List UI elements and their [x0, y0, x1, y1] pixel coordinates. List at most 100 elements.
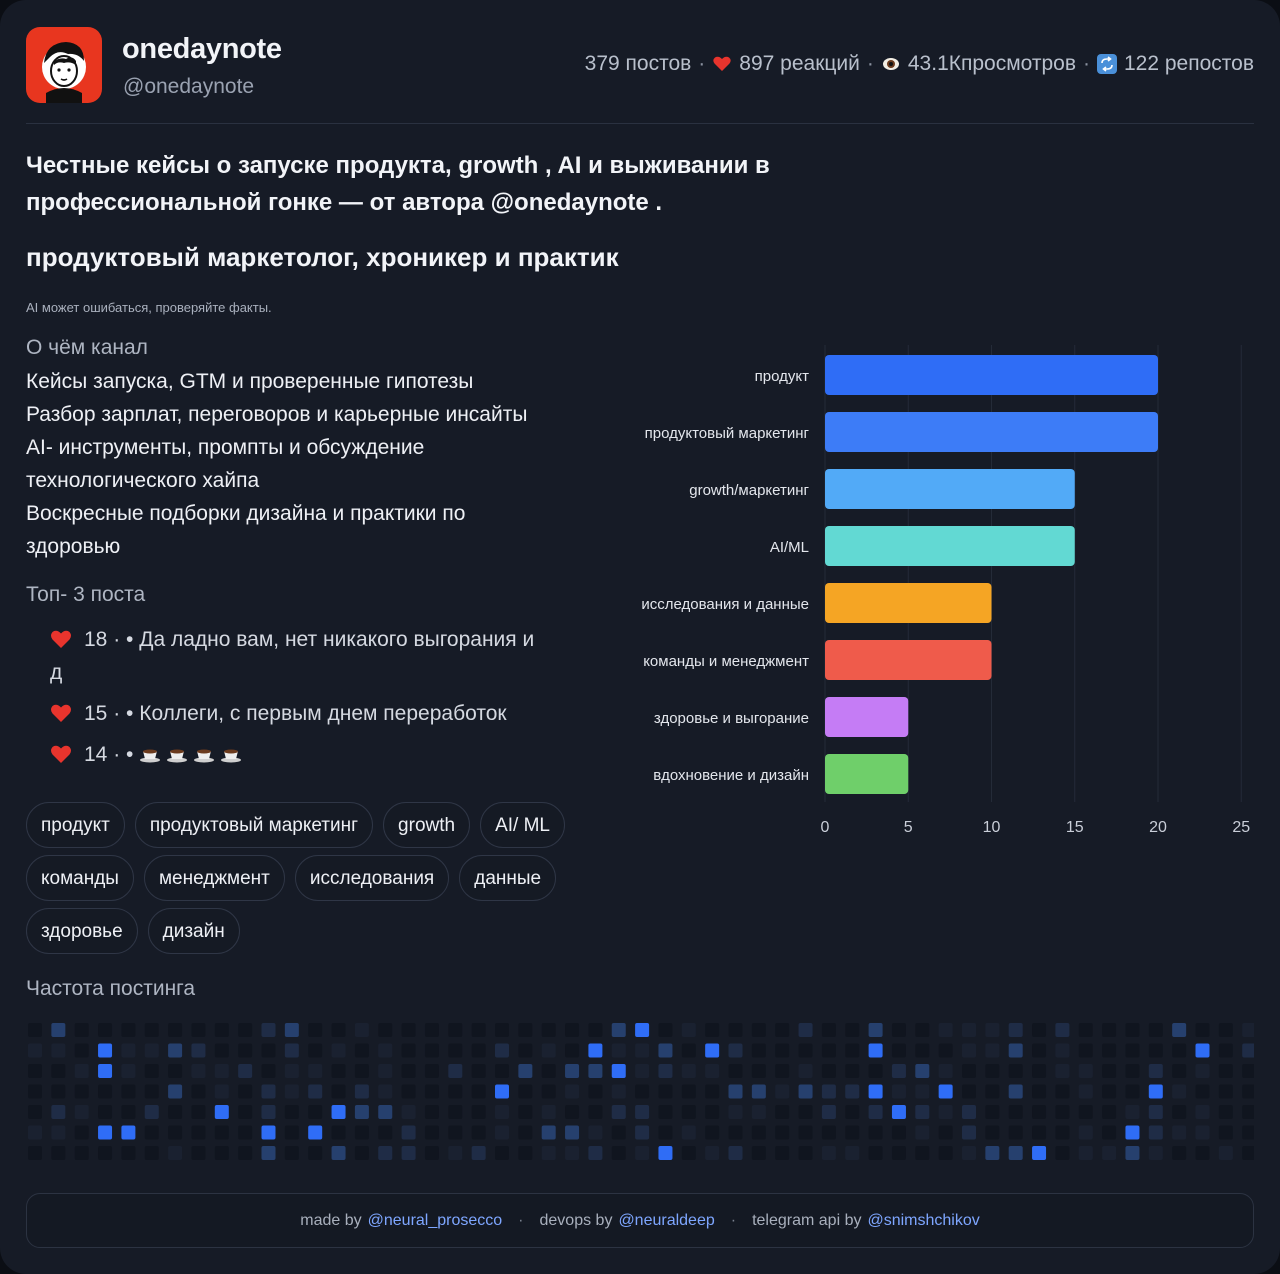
channel-handle[interactable]: @onedaynote [123, 75, 255, 98]
heatmap-cell [565, 1105, 580, 1119]
heatmap-cell [424, 1084, 439, 1099]
heatmap-cell [985, 1125, 1000, 1140]
heatmap-cell [448, 1125, 463, 1140]
tag-chip[interactable]: здоровье [26, 908, 138, 954]
channel-name[interactable]: onedaynote [122, 33, 282, 65]
heatmap-cell [775, 1146, 790, 1160]
chart-category-label: здоровье и выгорание [654, 710, 809, 727]
heatmap-cell [284, 1064, 299, 1078]
heatmap-cell [891, 1125, 906, 1140]
tag-chip[interactable]: данные [459, 855, 557, 901]
heatmap-cell [821, 1084, 836, 1099]
heatmap-cell [1125, 1146, 1140, 1160]
heatmap-cell [261, 1064, 276, 1078]
heatmap-cell [868, 1125, 883, 1140]
heatmap-cell [424, 1105, 439, 1119]
tag-chip[interactable]: исследования [294, 855, 450, 901]
heatmap-cell [1218, 1084, 1233, 1099]
heatmap-cell [635, 1105, 650, 1119]
heatmap-cell [891, 1043, 906, 1058]
about-item: AI- инструменты, промпты и обсуждение [26, 436, 425, 459]
heatmap-cell [985, 1023, 1000, 1037]
chart-category-label: growth/маркетинг [689, 482, 809, 499]
tag-chip[interactable]: команды [26, 855, 134, 901]
heatmap-cell [354, 1125, 369, 1140]
heatmap-cell [28, 1105, 42, 1119]
heatmap-cell [1102, 1064, 1117, 1078]
tag-chip[interactable]: продукт [26, 802, 125, 848]
heatmap-cell [308, 1084, 323, 1099]
heatmap-cell [658, 1105, 673, 1119]
heatmap-cell [331, 1064, 346, 1078]
tag-chip[interactable]: AI/ ML [480, 802, 565, 848]
heatmap-cell [354, 1105, 369, 1119]
heatmap-cell [214, 1084, 229, 1099]
heatmap-cell [541, 1125, 556, 1140]
heatmap-cell [1242, 1043, 1254, 1058]
api-by-label: telegram api by [752, 1211, 862, 1229]
heatmap-cell [214, 1146, 229, 1160]
separator: · [730, 1211, 737, 1229]
heatmap-cell [331, 1023, 346, 1037]
heatmap-cell [168, 1105, 183, 1119]
posts-count: 379 постов [584, 52, 692, 75]
heatmap-cell [1055, 1043, 1070, 1058]
heatmap-cell [191, 1105, 206, 1119]
heatmap-cell [74, 1125, 89, 1140]
heatmap-cell [98, 1043, 113, 1058]
heatmap-cell [588, 1043, 603, 1058]
separator: · [518, 1211, 524, 1229]
top-post[interactable]: 15 · • Коллеги, с первым днем переработо… [50, 697, 610, 730]
heatmap-cell [1008, 1084, 1023, 1099]
devops-link[interactable]: @neuraldeep [618, 1211, 715, 1229]
heatmap-cell [775, 1125, 790, 1140]
heatmap-cell [518, 1064, 533, 1078]
heatmap-cell [1032, 1125, 1047, 1140]
heatmap-cell [1125, 1084, 1140, 1099]
heatmap-cell [1102, 1043, 1117, 1058]
heatmap-cell [915, 1064, 930, 1078]
heatmap-cell [985, 1043, 1000, 1058]
heatmap-cell [565, 1043, 580, 1058]
heatmap-cell [845, 1064, 860, 1078]
heatmap-cell [1008, 1105, 1023, 1119]
heatmap-cell [448, 1146, 463, 1160]
heatmap-cell [518, 1084, 533, 1099]
heatmap-cell [1032, 1084, 1047, 1099]
heatmap-cell [985, 1084, 1000, 1099]
heatmap-cell [354, 1084, 369, 1099]
tag-chip[interactable]: growth [383, 802, 471, 848]
top-post[interactable]: 14 · • [50, 738, 610, 771]
tag-chip[interactable]: менеджмент [143, 855, 285, 901]
heatmap-cell [518, 1105, 533, 1119]
heatmap-cell [658, 1125, 673, 1140]
heatmap-cell [424, 1125, 439, 1140]
heatmap-cell [98, 1023, 113, 1037]
heatmap-cell [518, 1146, 533, 1160]
views-count: 43.1Кпросмотров [907, 52, 1076, 75]
channel-avatar[interactable] [26, 27, 102, 103]
top-posts-list: 18 · • Да ладно вам, нет никакого выгора… [50, 623, 610, 779]
heatmap-cell [1195, 1105, 1210, 1119]
heatmap-cell [775, 1084, 790, 1099]
api-link[interactable]: @snimshchikov [867, 1211, 980, 1229]
heatmap-cell [845, 1023, 860, 1037]
heatmap-cell [308, 1125, 323, 1140]
chart-bar [825, 526, 1075, 566]
tag-chip[interactable]: продуктовый маркетинг [134, 802, 374, 848]
heatmap-cell [1172, 1084, 1187, 1099]
heatmap-cell [775, 1105, 790, 1119]
heatmap-cell [728, 1084, 743, 1099]
coffee-icon [221, 749, 242, 763]
coffee-icon [140, 749, 161, 763]
made-by-link[interactable]: @neural_prosecco [367, 1211, 503, 1229]
heatmap-cell [261, 1023, 276, 1037]
heatmap-cell [471, 1125, 486, 1140]
tag-chip[interactable]: дизайн [147, 908, 240, 954]
heatmap-cell [238, 1105, 253, 1119]
heatmap-cell [1218, 1043, 1233, 1058]
top-post[interactable]: 18 · • Да ладно вам, нет никакого выгора… [50, 623, 610, 689]
heatmap-cell [1148, 1146, 1163, 1160]
heatmap-cell [51, 1125, 66, 1140]
heatmap-cell [495, 1125, 509, 1140]
